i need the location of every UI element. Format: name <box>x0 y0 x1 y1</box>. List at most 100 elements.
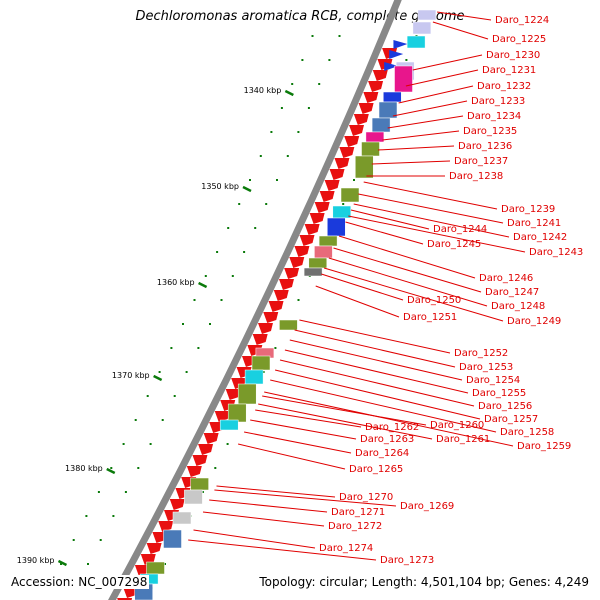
gene-label[interactable]: Daro_1270 <box>339 492 393 503</box>
cds-arrow[interactable] <box>225 389 241 400</box>
cog-feature-block[interactable] <box>355 155 374 179</box>
cog-feature-block[interactable] <box>365 131 385 143</box>
gene-label[interactable]: Daro_1236 <box>458 141 512 152</box>
cog-feature-block[interactable] <box>340 187 360 203</box>
cog-feature-block[interactable] <box>332 205 352 219</box>
gene-label[interactable]: Daro_1273 <box>380 555 434 566</box>
gene-label[interactable]: Daro_1238 <box>449 171 503 182</box>
cog-feature-block[interactable] <box>417 9 437 21</box>
gene-label[interactable]: Daro_1251 <box>403 312 457 323</box>
cds-arrow[interactable] <box>273 290 289 301</box>
cog-feature-block[interactable] <box>361 141 380 157</box>
cds-arrow[interactable] <box>372 70 388 81</box>
cds-arrow[interactable] <box>358 103 374 114</box>
gene-label[interactable]: Daro_1261 <box>436 434 490 445</box>
cds-arrow[interactable] <box>214 411 230 422</box>
cog-feature-block[interactable] <box>308 257 328 269</box>
gene-label[interactable]: Daro_1235 <box>463 126 517 137</box>
gene-label[interactable]: Daro_1239 <box>501 204 555 215</box>
gene-label[interactable]: Daro_1260 <box>430 420 484 431</box>
cog-feature-block[interactable] <box>327 217 346 237</box>
cog-feature-block[interactable] <box>314 245 333 259</box>
cds-arrow[interactable] <box>309 213 325 224</box>
cds-arrow-reverse[interactable] <box>393 40 408 49</box>
cds-arrow[interactable] <box>334 158 350 169</box>
cog-feature-block[interactable] <box>318 235 338 247</box>
gene-label[interactable]: Daro_1234 <box>467 111 521 122</box>
gene-label[interactable]: Daro_1254 <box>466 375 520 386</box>
gene-label[interactable]: Daro_1231 <box>482 65 536 76</box>
gene-label[interactable]: Daro_1232 <box>477 81 531 92</box>
cds-arrow-reverse[interactable] <box>389 50 404 59</box>
cog-feature-block[interactable] <box>184 489 203 505</box>
gene-label[interactable]: Daro_1245 <box>427 239 481 250</box>
gene-label[interactable]: Daro_1271 <box>331 507 385 518</box>
cds-arrow[interactable] <box>304 224 320 235</box>
gene-label[interactable]: Daro_1248 <box>491 301 545 312</box>
cds-arrow[interactable] <box>368 81 384 92</box>
cog-feature-block[interactable] <box>412 21 432 35</box>
gene-label[interactable]: Daro_1244 <box>433 224 487 235</box>
cds-arrow[interactable] <box>349 125 365 136</box>
cds-arrow[interactable] <box>363 92 379 103</box>
cog-feature-block[interactable] <box>279 319 298 331</box>
cds-arrow[interactable] <box>278 279 294 290</box>
cds-arrow[interactable] <box>319 191 335 202</box>
cds-arrow[interactable] <box>268 301 284 312</box>
cds-arrow[interactable] <box>324 180 340 191</box>
cog-feature-block[interactable] <box>394 65 413 93</box>
gene-label[interactable]: Daro_1274 <box>319 543 373 554</box>
gene-label[interactable]: Daro_1247 <box>485 287 539 298</box>
cog-feature-block[interactable] <box>190 477 209 491</box>
cog-feature-block[interactable] <box>383 91 402 103</box>
gene-label[interactable]: Daro_1230 <box>486 50 540 61</box>
cog-feature-block[interactable] <box>303 267 323 277</box>
cds-arrow[interactable] <box>186 466 202 477</box>
gene-label[interactable]: Daro_1242 <box>513 232 567 243</box>
cds-arrow[interactable] <box>339 147 355 158</box>
cog-feature-block[interactable] <box>219 419 239 431</box>
cds-arrow[interactable] <box>257 323 273 334</box>
cog-feature-block[interactable] <box>163 529 182 549</box>
cds-arrow[interactable] <box>294 246 310 257</box>
cds-arrow[interactable] <box>299 235 315 246</box>
gene-label[interactable]: Daro_1265 <box>349 464 403 475</box>
gene-label[interactable]: Daro_1246 <box>479 273 533 284</box>
gene-label[interactable]: Daro_1237 <box>454 156 508 167</box>
gene-label[interactable]: Daro_1259 <box>517 441 571 452</box>
cog-feature-block[interactable] <box>146 561 165 575</box>
gene-label[interactable]: Daro_1249 <box>507 316 561 327</box>
cds-arrow[interactable] <box>344 136 360 147</box>
cds-arrow[interactable] <box>192 455 208 466</box>
cog-feature-block[interactable] <box>172 511 192 525</box>
gene-label[interactable]: Daro_1250 <box>407 295 461 306</box>
gene-label[interactable]: Daro_1243 <box>529 247 583 258</box>
cog-feature-block[interactable] <box>251 355 271 371</box>
gene-label[interactable]: Daro_1255 <box>472 388 526 399</box>
cds-arrow[interactable] <box>353 114 369 125</box>
cog-feature-block[interactable] <box>244 369 264 385</box>
cds-arrow[interactable] <box>158 521 174 532</box>
cds-arrow-reverse[interactable] <box>384 62 399 71</box>
cds-arrow[interactable] <box>314 202 330 213</box>
gene-label[interactable]: Daro_1258 <box>500 427 554 438</box>
cds-arrow[interactable] <box>134 565 150 576</box>
gene-label[interactable]: Daro_1272 <box>328 521 382 532</box>
cds-arrow[interactable] <box>146 543 162 554</box>
cds-arrow[interactable] <box>252 334 268 345</box>
gene-label[interactable]: Daro_1263 <box>360 434 414 445</box>
gene-label[interactable]: Daro_1252 <box>454 348 508 359</box>
cds-arrow[interactable] <box>263 312 279 323</box>
cds-arrow[interactable] <box>123 587 139 598</box>
gene-label[interactable]: Daro_1262 <box>365 422 419 433</box>
gene-label[interactable]: Daro_1225 <box>492 34 546 45</box>
gene-label[interactable]: Daro_1253 <box>459 362 513 373</box>
cog-feature-block[interactable] <box>237 383 257 405</box>
cog-feature-block[interactable] <box>371 117 391 133</box>
cds-arrow[interactable] <box>289 257 305 268</box>
cds-arrow[interactable] <box>198 444 214 455</box>
cds-arrow[interactable] <box>284 268 300 279</box>
gene-label[interactable]: Daro_1241 <box>507 218 561 229</box>
cds-arrow[interactable] <box>203 433 219 444</box>
gene-label[interactable]: Daro_1257 <box>484 414 538 425</box>
